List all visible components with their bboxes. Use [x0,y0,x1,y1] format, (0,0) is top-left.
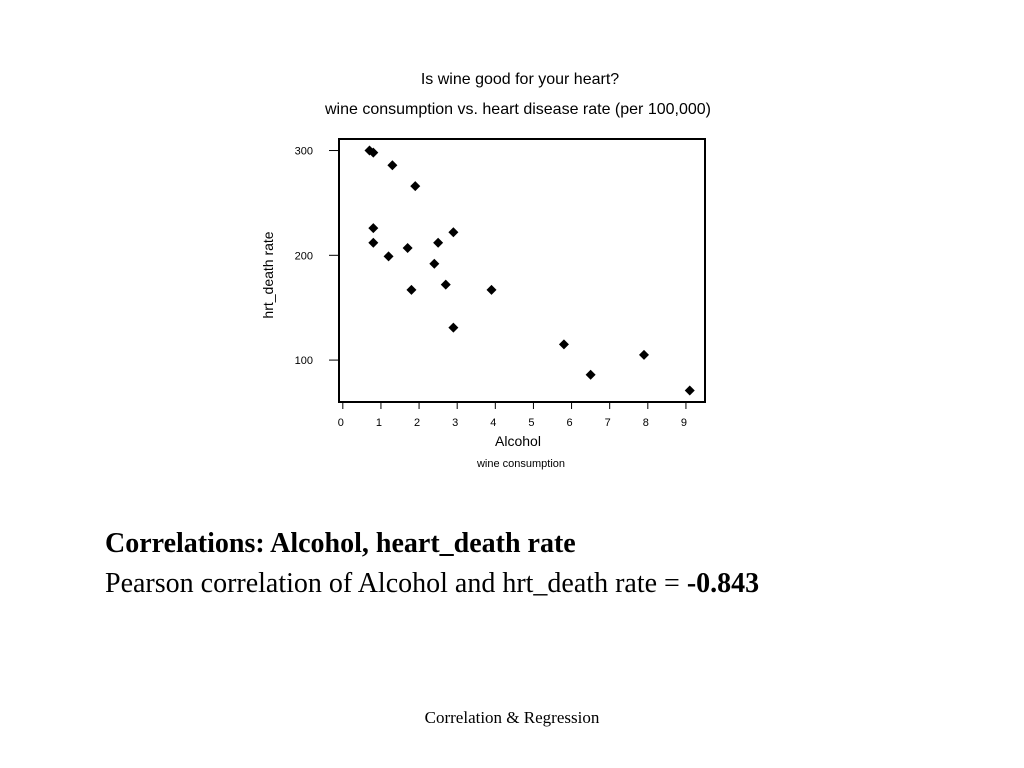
x-tick-label: 9 [681,417,687,429]
chart-title: Is wine good for your heart? [421,71,619,88]
data-point [383,251,394,262]
x-tick-label: 0 [338,417,344,429]
plot-frame [338,138,706,403]
data-point [433,237,444,248]
y-tick-label: 200 [295,250,313,262]
correlation-value: -0.843 [686,568,760,599]
correlation-line: Pearson correlation of Alcohol and hrt_d… [105,564,759,604]
x-tick-label: 3 [452,417,458,429]
data-point [368,237,379,248]
chart-subtitle: wine consumption vs. heart disease rate … [324,101,711,118]
slide-footer: Correlation & Regression [424,708,600,727]
x-axis-sublabel: wine consumption [476,458,565,470]
data-point [558,339,569,350]
x-tick-label: 8 [643,417,649,429]
data-point [368,147,379,158]
scatter-chart: Is wine good for your heart? wine consum… [260,71,711,470]
data-point [387,160,398,171]
data-points [364,145,695,396]
data-point [639,349,649,360]
x-tick-label: 6 [567,417,573,429]
data-point [410,181,421,192]
data-point [486,284,497,295]
data-point [402,242,413,253]
data-point [684,385,695,396]
x-tick-label: 5 [528,417,534,429]
correlation-block: Correlations: Alcohol, heart_death rate … [105,524,759,604]
data-point [429,258,440,269]
x-tick-label: 1 [376,417,382,429]
correlation-heading: Correlations: Alcohol, heart_death rate [105,528,576,559]
data-point [406,284,417,295]
data-point [448,227,459,238]
data-point [368,223,379,234]
x-tick-label: 7 [605,417,611,429]
x-axis-label: Alcohol [495,433,541,449]
data-point [448,322,459,333]
y-tick-label: 300 [295,146,313,158]
x-axis: 0 1 2 3 4 5 6 7 8 9 [338,402,687,429]
x-tick-label: 4 [490,417,496,429]
y-axis-label: hrt_death rate [260,231,276,318]
correlation-text: Pearson correlation of Alcohol and hrt_d… [105,568,687,599]
y-axis: 100 200 300 [295,146,339,367]
y-tick-label: 100 [295,355,313,367]
x-tick-label: 2 [414,417,420,429]
data-point [440,279,451,290]
data-point [585,369,596,380]
